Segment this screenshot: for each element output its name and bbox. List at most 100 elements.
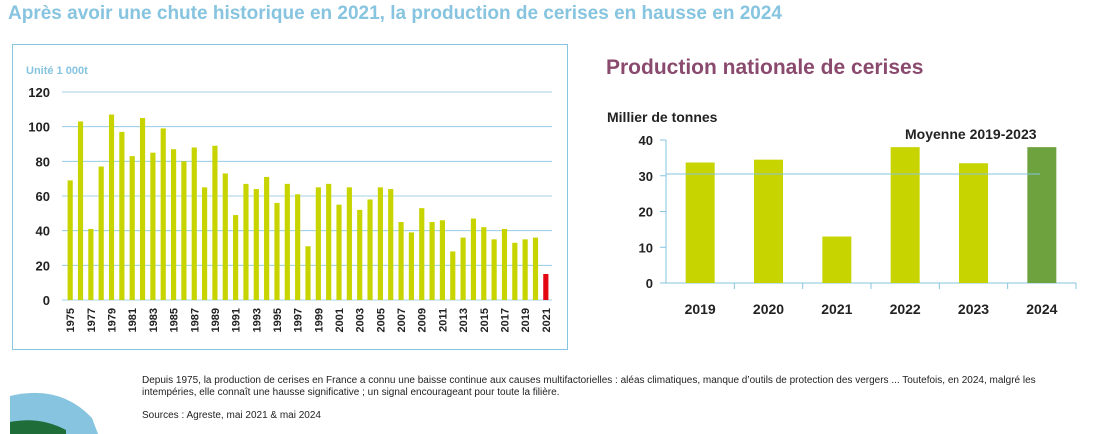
x-tick-label: 1985 [169,308,181,332]
x-tick-label: 1987 [189,308,201,332]
y-tick-label: 120 [28,85,50,100]
bar [685,162,715,283]
bar [88,228,94,300]
national-production-title: Production nationale de cerises [606,56,924,79]
y-tick-label: 80 [36,154,50,169]
bar [295,194,301,300]
bar [398,222,404,300]
x-tick-label: 1981 [127,308,139,332]
x-tick-label: 2023 [958,301,989,317]
x-tick-label: 2005 [375,308,387,332]
y-tick-label: 30 [639,169,653,184]
bar [890,147,920,283]
x-tick-label: 1999 [313,308,325,332]
x-tick-label: 1983 [148,308,160,332]
bar [212,145,218,300]
x-tick-label: 1975 [65,308,77,332]
x-tick-label: 1977 [86,308,98,332]
bar [367,199,373,300]
bar [98,166,104,300]
bar [377,187,383,300]
bar [357,209,363,300]
bar [264,176,270,300]
bar [253,189,259,300]
bar [822,236,852,283]
x-tick-label: 1995 [272,308,284,332]
y-tick-label: 10 [639,240,653,255]
bar [160,128,166,300]
y-tick-label: 40 [36,224,50,239]
historical-bar-chart: 0 20 40 60 80 100 120 1975 1977 1979 1981 1983 1985 1… [28,85,553,332]
x-tick-label: 2019 [685,301,716,317]
bar [191,147,197,300]
bar [419,208,425,300]
x-tick-label: 1979 [107,308,119,332]
brand-logo [0,388,120,434]
y-tick-label: 0 [43,293,50,308]
bar [388,189,394,300]
bar [315,187,321,300]
x-tick-label: 1991 [231,308,243,332]
bar [202,187,208,300]
x-tick-label: 2011 [437,308,449,332]
bar [243,183,249,300]
bar [233,215,239,300]
bar [119,131,125,300]
y-tick-label: 40 [639,133,653,148]
x-tick-label: 2021 [821,301,852,317]
bar [77,121,84,300]
bar [139,118,146,300]
y-tick-label: 20 [639,205,653,220]
bar [491,239,497,300]
right-ylabel: Millier de tonnes [607,109,718,125]
bar [460,237,466,300]
y-tick-label: 100 [28,120,50,135]
bar [1027,147,1057,283]
bar [129,156,135,300]
bar [543,274,549,300]
bar [470,218,477,300]
bar [222,173,228,300]
bar [67,180,73,300]
bar [959,163,988,283]
bar [501,228,508,300]
x-tick-label: 2007 [396,308,408,332]
bar [170,149,177,300]
y-tick-label: 0 [646,276,653,291]
bar [181,161,187,300]
x-tick-label: 2019 [520,308,532,332]
bar [346,187,352,300]
bar [512,242,518,300]
bar [450,251,456,300]
bar [326,183,332,300]
bar [150,152,156,300]
x-tick-label: 2024 [1026,301,1057,317]
y-tick-label: 60 [36,189,50,204]
sources-text: Sources : Agreste, mai 2021 & mai 2024 [142,410,321,421]
y-tick-label: 20 [36,258,50,273]
bar [336,204,342,300]
x-tick-label: 1989 [210,308,222,332]
bar [754,159,783,283]
x-tick-label: 2001 [334,308,346,332]
historical-chart-panel [12,44,568,350]
bar [522,239,528,300]
bar [274,202,280,300]
x-tick-label: 2013 [458,308,470,332]
bar [532,237,539,300]
bar [429,222,435,300]
national-bar-chart: 0 10 20 30 40 2019 2020 2021 2022 2023 2024 Moyenne… [639,126,1077,317]
x-tick-label: 2003 [355,308,367,332]
x-tick-label: 2021 [541,308,553,332]
mean-label: Moyenne 2019-2023 [905,126,1037,142]
x-tick-label: 1997 [293,308,305,332]
bar [439,220,446,300]
bar [108,114,115,301]
x-tick-label: 2015 [479,308,491,332]
bar [408,232,414,300]
bar [284,183,290,300]
bar [481,227,487,300]
x-tick-label: 2009 [417,308,429,332]
page-title: Après avoir une chute historique en 2021… [8,3,782,24]
